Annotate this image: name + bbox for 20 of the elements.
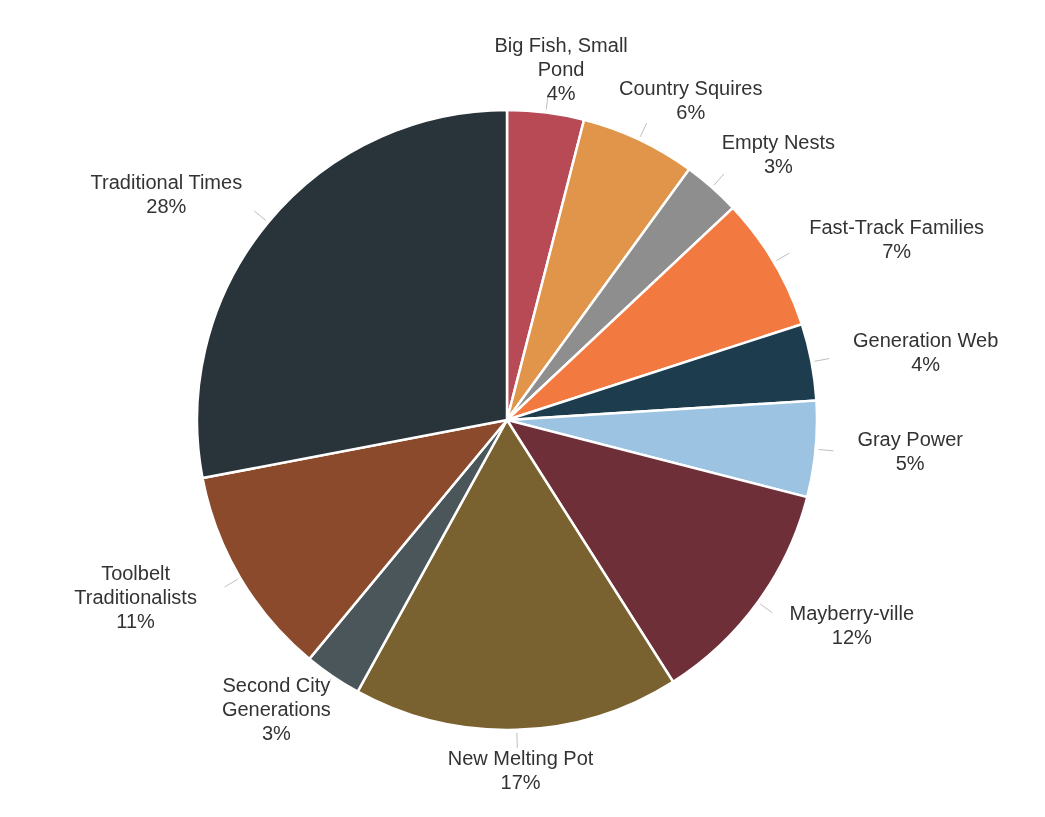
data-label: 5% [895, 452, 925, 475]
slice-label: Fast-Track Families [809, 216, 985, 239]
data-label: 7% [882, 240, 912, 263]
slice-label: Traditional Times [90, 170, 243, 193]
slice-label: Mayberry-ville [789, 602, 915, 625]
data-label: 3% [763, 155, 794, 178]
data-label: 6% [676, 100, 706, 123]
data-label: 12% [831, 626, 873, 649]
slice-label: Generation Web [853, 329, 999, 352]
slice-label: Toolbelt Traditionalists [74, 562, 197, 609]
data-label: 17% [500, 771, 541, 794]
data-label: 4% [546, 82, 576, 105]
data-label: 4% [911, 353, 941, 376]
slice-label: Gray Power [857, 428, 964, 451]
slice-label: Second City Generations [221, 674, 331, 721]
slice-label: Empty Nests [721, 131, 836, 154]
slice-label: New Melting Pot [447, 747, 594, 770]
data-label: 28% [146, 194, 187, 217]
data-label: 11% [116, 610, 156, 633]
data-label: 3% [261, 722, 292, 745]
